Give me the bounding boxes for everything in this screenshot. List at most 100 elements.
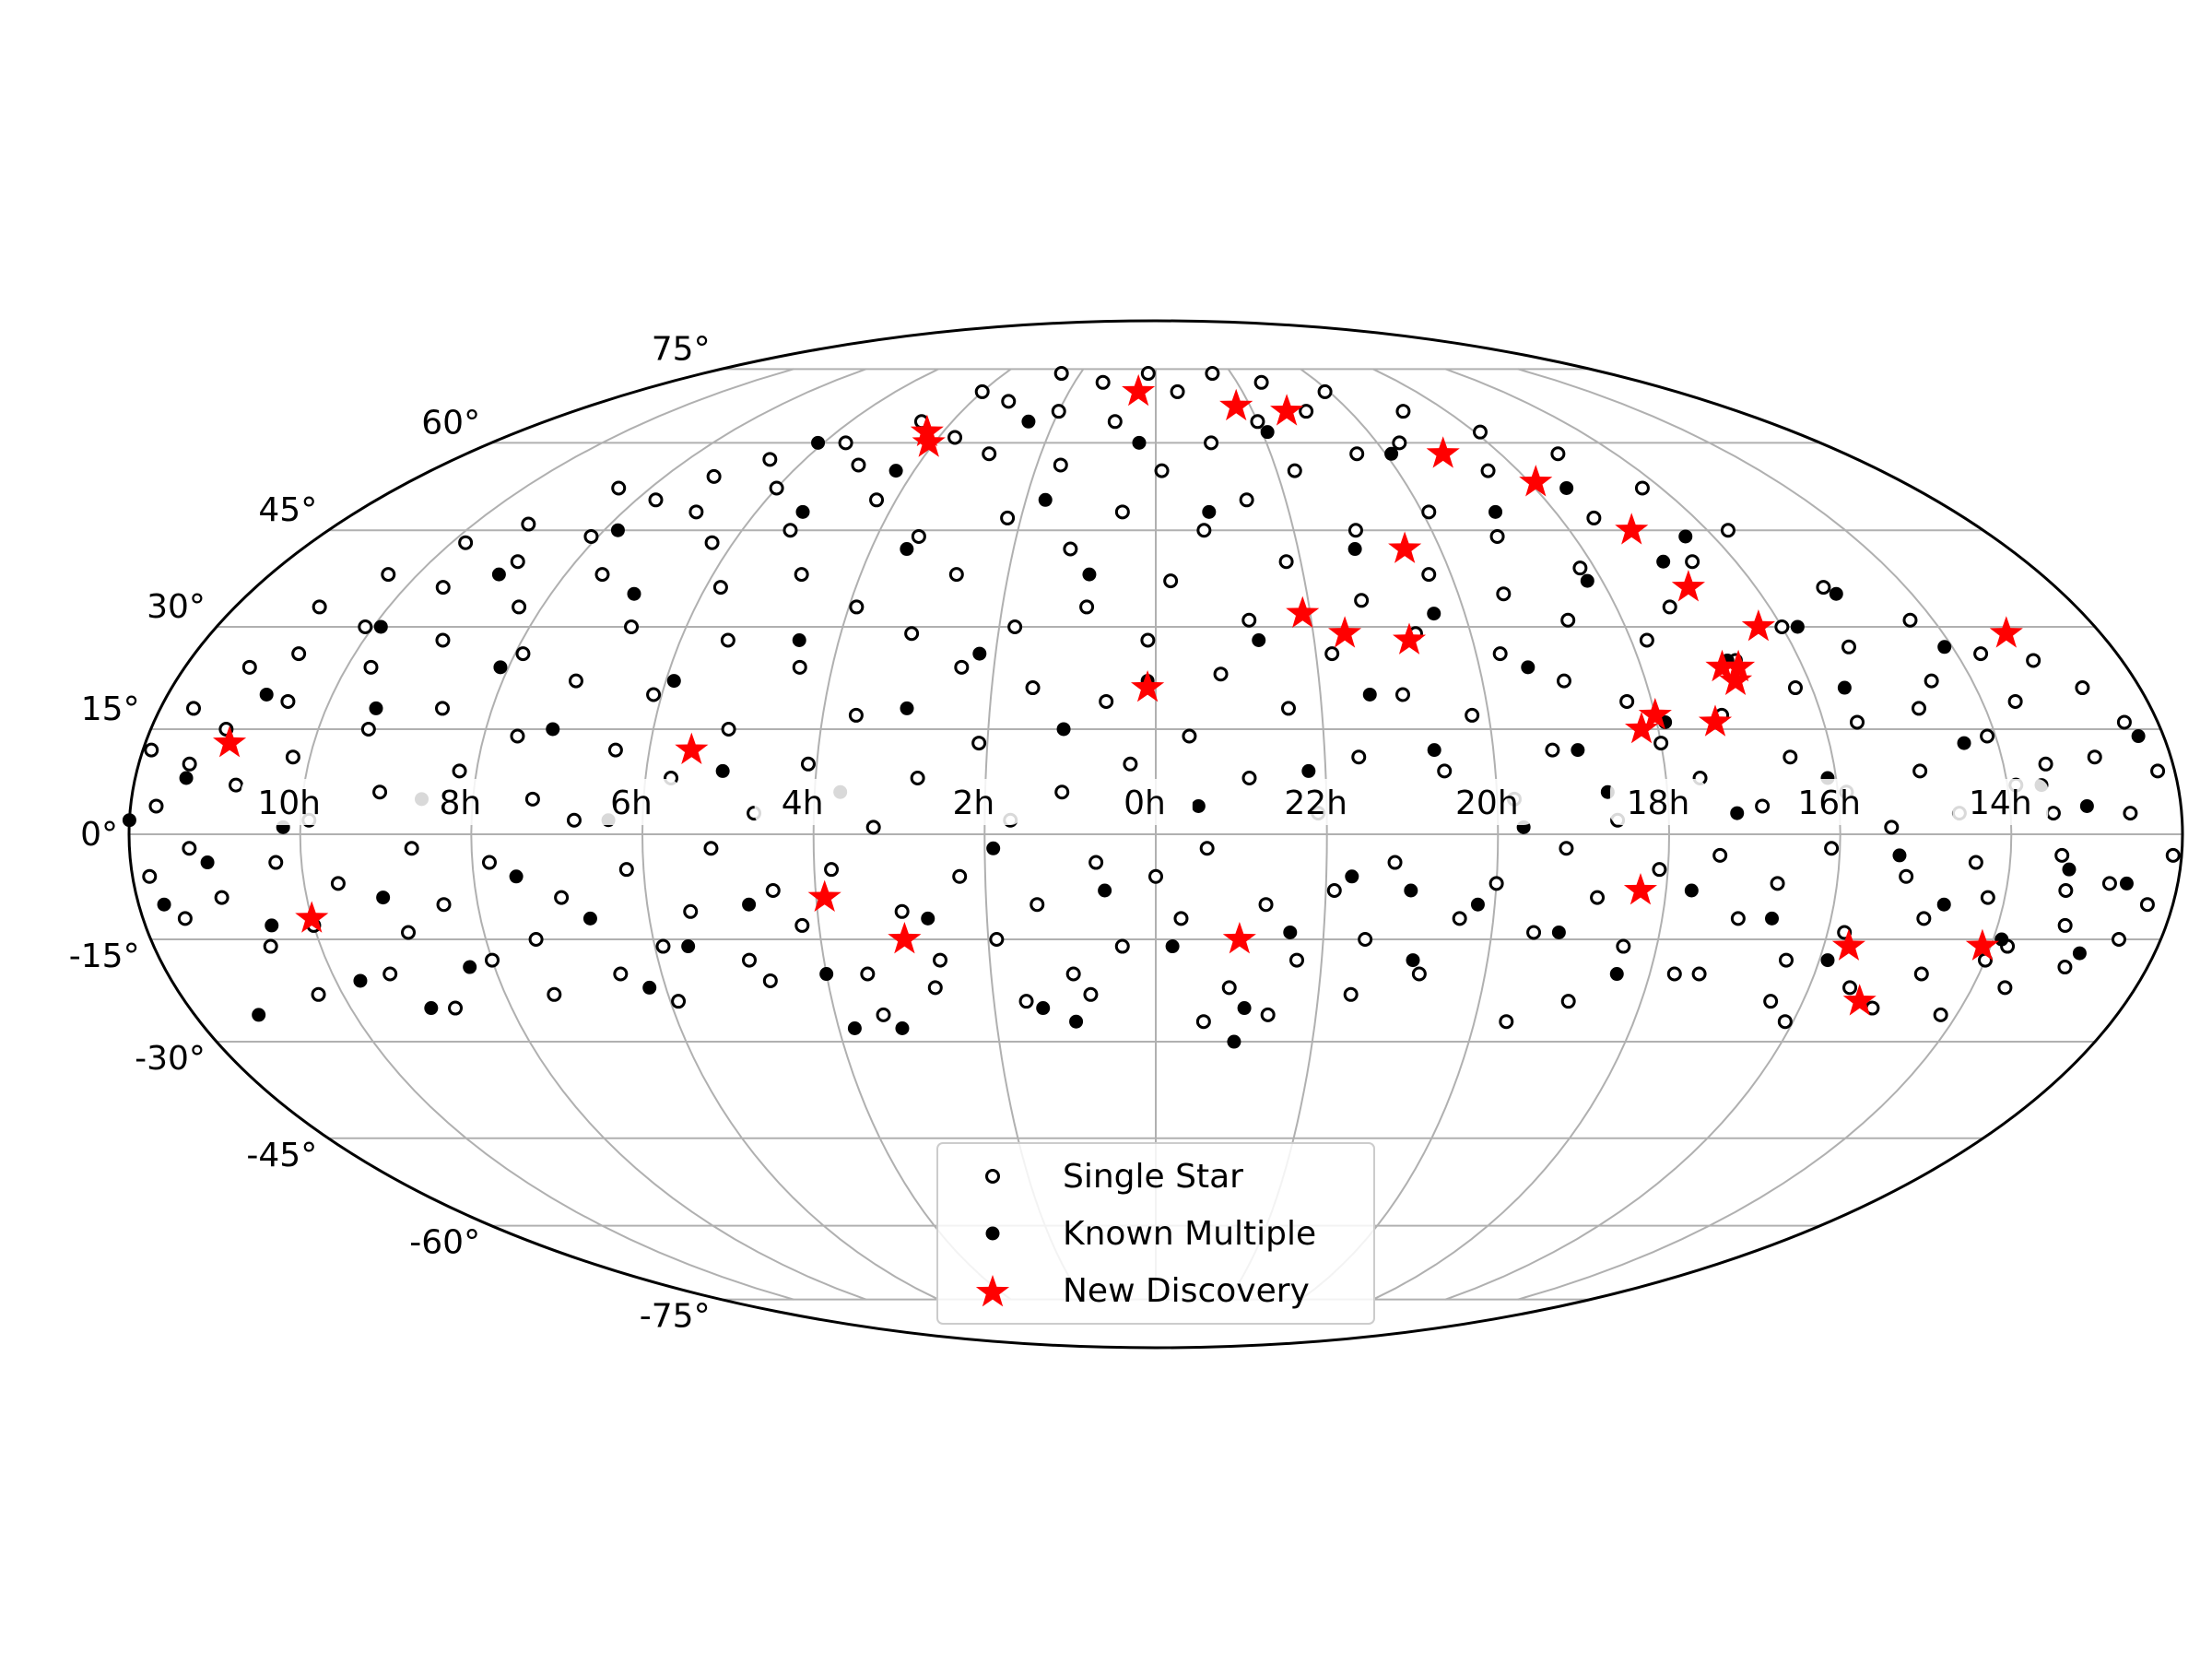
dec-tick-label: -15° [69,938,140,975]
known-multiple-point [1427,607,1441,621]
single-star-point [458,535,474,550]
single-star-point [241,659,257,675]
single-star-point [1437,763,1453,779]
known-multiple-point [900,542,914,557]
known-multiple-point [1571,743,1585,758]
single-star-point [1054,784,1070,800]
single-star-point [1278,554,1294,570]
single-star-point [618,862,634,878]
ra-tick-label-bg [1097,779,1193,825]
new-discovery-point [807,879,841,912]
single-star-point [911,528,926,544]
single-star-point [704,535,720,550]
single-star-point [1000,510,1016,525]
single-star-point [448,1000,464,1016]
known-multiple-point [1559,480,1574,495]
single-star-point [1616,938,1631,954]
single-star-point [1913,966,1929,982]
single-star-point [2116,714,2132,730]
single-star-point [360,721,376,737]
new-discovery-point [888,922,922,954]
single-star-point [894,903,910,919]
single-star-point [1107,414,1123,430]
single-star-point [1095,374,1111,390]
known-multiple-point [900,701,914,715]
single-star-point [1196,523,1212,538]
single-star-point [1326,883,1342,899]
known-multiple-point [2072,946,2087,961]
ra-tick-label: 22h [1284,784,1347,822]
single-star-point [2139,897,2155,913]
known-multiple-point [1237,1001,1252,1016]
known-multiple-point [1202,504,1217,519]
ra-tick-label-bg [583,779,679,825]
known-multiple-series [122,414,2146,1049]
known-multiple-point [259,687,274,702]
single-star-point [1560,612,1576,628]
single-star-point [613,966,629,982]
known-multiple-point [1937,640,1952,655]
meridian-gridline [1372,368,1671,1301]
known-multiple-point [424,1001,439,1016]
single-star-point [1260,1007,1276,1022]
dec-tick-label: 75° [652,330,711,368]
single-star-point [1205,366,1220,382]
single-star-point [1358,932,1373,948]
single-star-point [2075,680,2090,696]
known-multiple-point [819,967,834,982]
known-multiple-point [1892,848,1907,863]
single-star-point [1204,435,1219,451]
known-multiple-point [1301,763,1316,778]
single-star-point [1182,728,1197,744]
single-star-point [1924,673,1939,689]
known-multiple-point [1362,687,1377,702]
map-outline [127,319,2184,1350]
single-star-point [1763,994,1779,1009]
single-star-point [1824,841,1840,856]
single-star-point [1526,925,1542,940]
single-star-point [1586,510,1602,525]
single-star-point [1170,383,1185,399]
new-discovery-series [213,373,2023,1016]
single-star-point [1590,890,1606,905]
single-star-point [1253,374,1269,390]
legend-box [936,1142,1375,1325]
single-star-point [330,876,346,891]
single-star-point [1783,749,1798,765]
new-discovery-point [1719,663,1753,695]
known-multiple-point [509,869,524,884]
single-star-point [1280,701,1296,716]
single-star-point [646,687,662,702]
single-star-point [1343,986,1359,1002]
single-star-point [1114,504,1130,520]
ra-tick-label: 18h [1627,784,1690,822]
single-star-point [971,736,987,751]
single-star-point [2007,693,2023,709]
single-star-point [838,435,853,451]
known-multiple-point [1936,897,1951,912]
known-multiple-point [627,586,641,601]
single-star-point [769,480,784,496]
single-star-point [566,812,582,828]
known-multiple-point [666,674,681,689]
single-star-point [512,599,527,615]
ra-tick-label-bg [1610,779,1706,825]
ra-tick-label-bg [925,779,1022,825]
single-star-point [1559,841,1574,856]
single-star-point [401,925,417,940]
single-star-point [927,980,943,996]
single-star-point [1911,701,1926,716]
new-discovery-point [1219,388,1253,421]
single-star-point [1421,504,1437,520]
ra-tick-label: 8h [439,784,481,822]
ra-tick-label-bg [241,779,337,825]
single-star-point [177,911,193,926]
single-star-point [1730,911,1746,926]
dec-tick-label: -30° [135,1040,206,1078]
single-star-point [824,862,840,878]
single-star-point [1140,632,1156,648]
single-star-point [1221,980,1237,996]
single-star-point [989,932,1005,948]
single-star-point [142,868,158,884]
single-star-point [1899,868,1914,884]
